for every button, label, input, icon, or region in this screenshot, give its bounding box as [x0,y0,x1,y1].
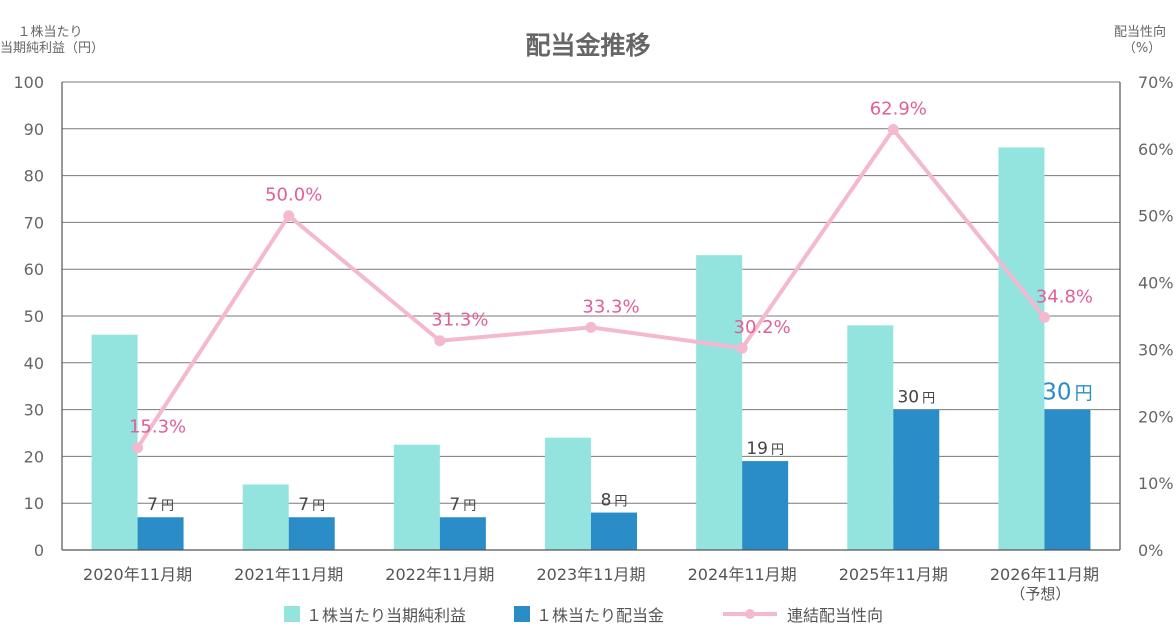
payout-ratio-line [132,123,1050,454]
category-label: 2020年11月期 [83,565,192,584]
right-axis-label-line1: 配当性向 [1114,24,1166,40]
eps-bar [91,334,138,550]
right-tick-label: 50% [1138,207,1174,226]
legend: １株当たり当期純利益 １株当たり配当金 連結配当性向 [284,606,883,625]
dividend-value-number: 19 [746,439,768,459]
left-tick-label: 10 [24,494,44,513]
payout-ratio-marker [1038,311,1050,323]
eps-bar [847,325,894,550]
data-labels: 15.3%50.0%31.3%33.3%30.2%62.9%34.8%7 円 7 円 7… [129,98,1093,515]
dividend-value-number: 30 [897,388,919,408]
left-tick-label: 30 [24,401,44,420]
legend-dividend-label: １株当たり配当金 [536,606,664,625]
dividend-value-number: 7 [449,495,460,515]
payout-ratio-marker [585,321,597,333]
dividend-bar [742,461,789,550]
right-tick-label: 70% [1138,73,1174,92]
left-axis-label-line1: １株当たり [17,25,82,40]
eps-bar [393,444,440,550]
payout-ratio-label: 31.3% [431,310,488,331]
legend-payout-marker [745,609,755,619]
left-tick-label: 60 [24,260,44,279]
eps-bar [696,255,743,550]
dividend-value-number: 7 [147,495,158,515]
left-tick-label: 90 [24,120,44,139]
payout-ratio-label: 50.0% [265,185,322,206]
category-label: 2026年11月期 [990,565,1099,584]
dividend-value-label: 30 円 [897,388,935,408]
dividend-value-unit: 円 [463,499,476,514]
left-tick-label: 70 [24,213,44,232]
dividend-value-unit: 円 [312,499,325,514]
right-tick-label: 10% [1138,474,1174,493]
dividend-bar [137,517,184,550]
payout-ratio-marker [283,210,295,222]
dividend-bar [288,517,335,550]
left-tick-label: 80 [24,167,44,186]
dividend-value-unit: 円 [922,392,935,407]
payout-ratio-label: 62.9% [870,98,927,119]
chart-title: 配当金推移 [525,31,650,60]
left-tick-label: 0 [34,541,44,560]
left-tick-label: 40 [24,354,44,373]
right-tick-label: 20% [1138,407,1174,426]
dividend-value-label: 19 円 [746,439,784,459]
dividend-bar [893,409,940,550]
left-axis-label-line2: 当期純利益（円） [0,41,104,56]
legend-payout-label: 連結配当性向 [787,606,883,625]
category-label: 2024年11月期 [688,565,797,584]
dividend-value-label: 30 円 [1042,380,1092,406]
dividend-value-unit: 円 [161,499,174,514]
right-tick-label: 60% [1138,140,1174,159]
dividend-value-number: 7 [298,495,309,515]
dividend-value-unit: 円 [614,495,627,510]
dividend-value-unit: 円 [771,443,784,458]
left-tick-label: 100 [13,73,44,92]
dividend-bar [439,517,486,550]
axes [61,82,1121,551]
payout-ratio-marker [887,123,899,135]
eps-bar [545,437,591,550]
payout-ratio-label: 15.3% [129,417,186,438]
right-tick-label: 0% [1138,541,1163,560]
payout-ratio-label: 34.8% [1036,286,1093,307]
right-tick-label: 30% [1138,340,1174,359]
left-tick-label: 20 [24,447,44,466]
eps-bar [998,147,1045,550]
bars [91,147,1091,550]
dividend-bar [591,512,637,550]
legend-eps-label: １株当たり当期純利益 [306,606,466,625]
category-label: 2022年11月期 [385,565,494,584]
payout-ratio-marker [132,442,144,454]
payout-ratio-marker [434,335,446,347]
category-label: 2023年11月期 [536,565,645,584]
right-axis-label-line2: （%） [1123,41,1161,56]
category-sublabel: （予想） [1010,585,1070,603]
left-tick-label: 50 [24,307,44,326]
left-axis-ticks: 0 10 20 30 40 50 60 70 80 90 100 [13,73,44,560]
category-labels: 2020年11月期 2021年11月期 2022年11月期 2023年11月期 2024… [83,565,1099,603]
dividend-value-unit: 円 [1075,384,1093,405]
category-label: 2025年11月期 [839,565,948,584]
dividend-value-number: 30 [1042,380,1071,406]
payout-ratio-marker [736,342,748,354]
legend-dividend-swatch [514,606,530,622]
dividend-value-number: 8 [601,491,612,511]
payout-ratio-label: 30.2% [734,317,791,338]
legend-eps-swatch [284,606,300,622]
dividend-bar [1044,409,1091,550]
eps-bar [242,484,289,550]
right-axis-ticks: 0% 10% 20% 30% 40% 50% 60% 70% [1138,73,1174,560]
payout-ratio-label: 33.3% [582,296,639,317]
category-label: 2021年11月期 [234,565,343,584]
right-tick-label: 40% [1138,274,1174,293]
